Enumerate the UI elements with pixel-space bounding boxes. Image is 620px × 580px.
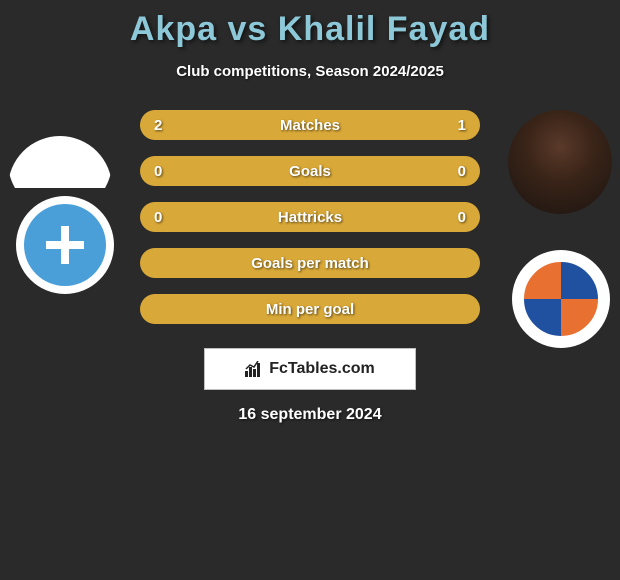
- club-badge-right: [512, 250, 610, 348]
- stat-row-hattricks: 0 Hattricks 0: [140, 202, 480, 232]
- stat-row-goals: 0 Goals 0: [140, 156, 480, 186]
- stat-right-value: 0: [458, 163, 466, 180]
- auxerre-badge: [16, 196, 114, 294]
- stat-right-value: 0: [458, 209, 466, 226]
- stat-row-min-per-goal: Min per goal: [140, 294, 480, 324]
- subtitle: Club competitions, Season 2024/2025: [0, 63, 620, 80]
- date-label: 16 september 2024: [0, 406, 620, 424]
- montpellier-badge: [512, 250, 610, 348]
- brand-box: FcTables.com: [204, 348, 416, 390]
- stat-left-value: 0: [154, 209, 162, 226]
- stat-left-value: 0: [154, 163, 162, 180]
- brand-text: FcTables.com: [269, 360, 375, 378]
- comparison-area: 2 Matches 1 0 Goals 0 0 Hattricks 0 Goal…: [0, 110, 620, 340]
- page-title: Akpa vs Khalil Fayad: [0, 0, 620, 49]
- stat-label: Hattricks: [278, 209, 342, 226]
- stat-right-value: 1: [458, 117, 466, 134]
- stat-label: Min per goal: [266, 301, 354, 318]
- stat-label: Matches: [280, 117, 340, 134]
- club-badge-left: [16, 196, 114, 294]
- stat-rows: 2 Matches 1 0 Goals 0 0 Hattricks 0 Goal…: [140, 110, 480, 340]
- stat-row-matches: 2 Matches 1: [140, 110, 480, 140]
- auxerre-cross-icon: [42, 222, 88, 268]
- player-left-placeholder: [8, 136, 112, 188]
- bar-chart-icon: [245, 361, 265, 377]
- player-right-photo: [508, 110, 612, 214]
- player-right-placeholder: [508, 110, 612, 214]
- stat-left-value: 2: [154, 117, 162, 134]
- stat-label: Goals: [289, 163, 331, 180]
- stat-label: Goals per match: [251, 255, 369, 272]
- stat-row-goals-per-match: Goals per match: [140, 248, 480, 278]
